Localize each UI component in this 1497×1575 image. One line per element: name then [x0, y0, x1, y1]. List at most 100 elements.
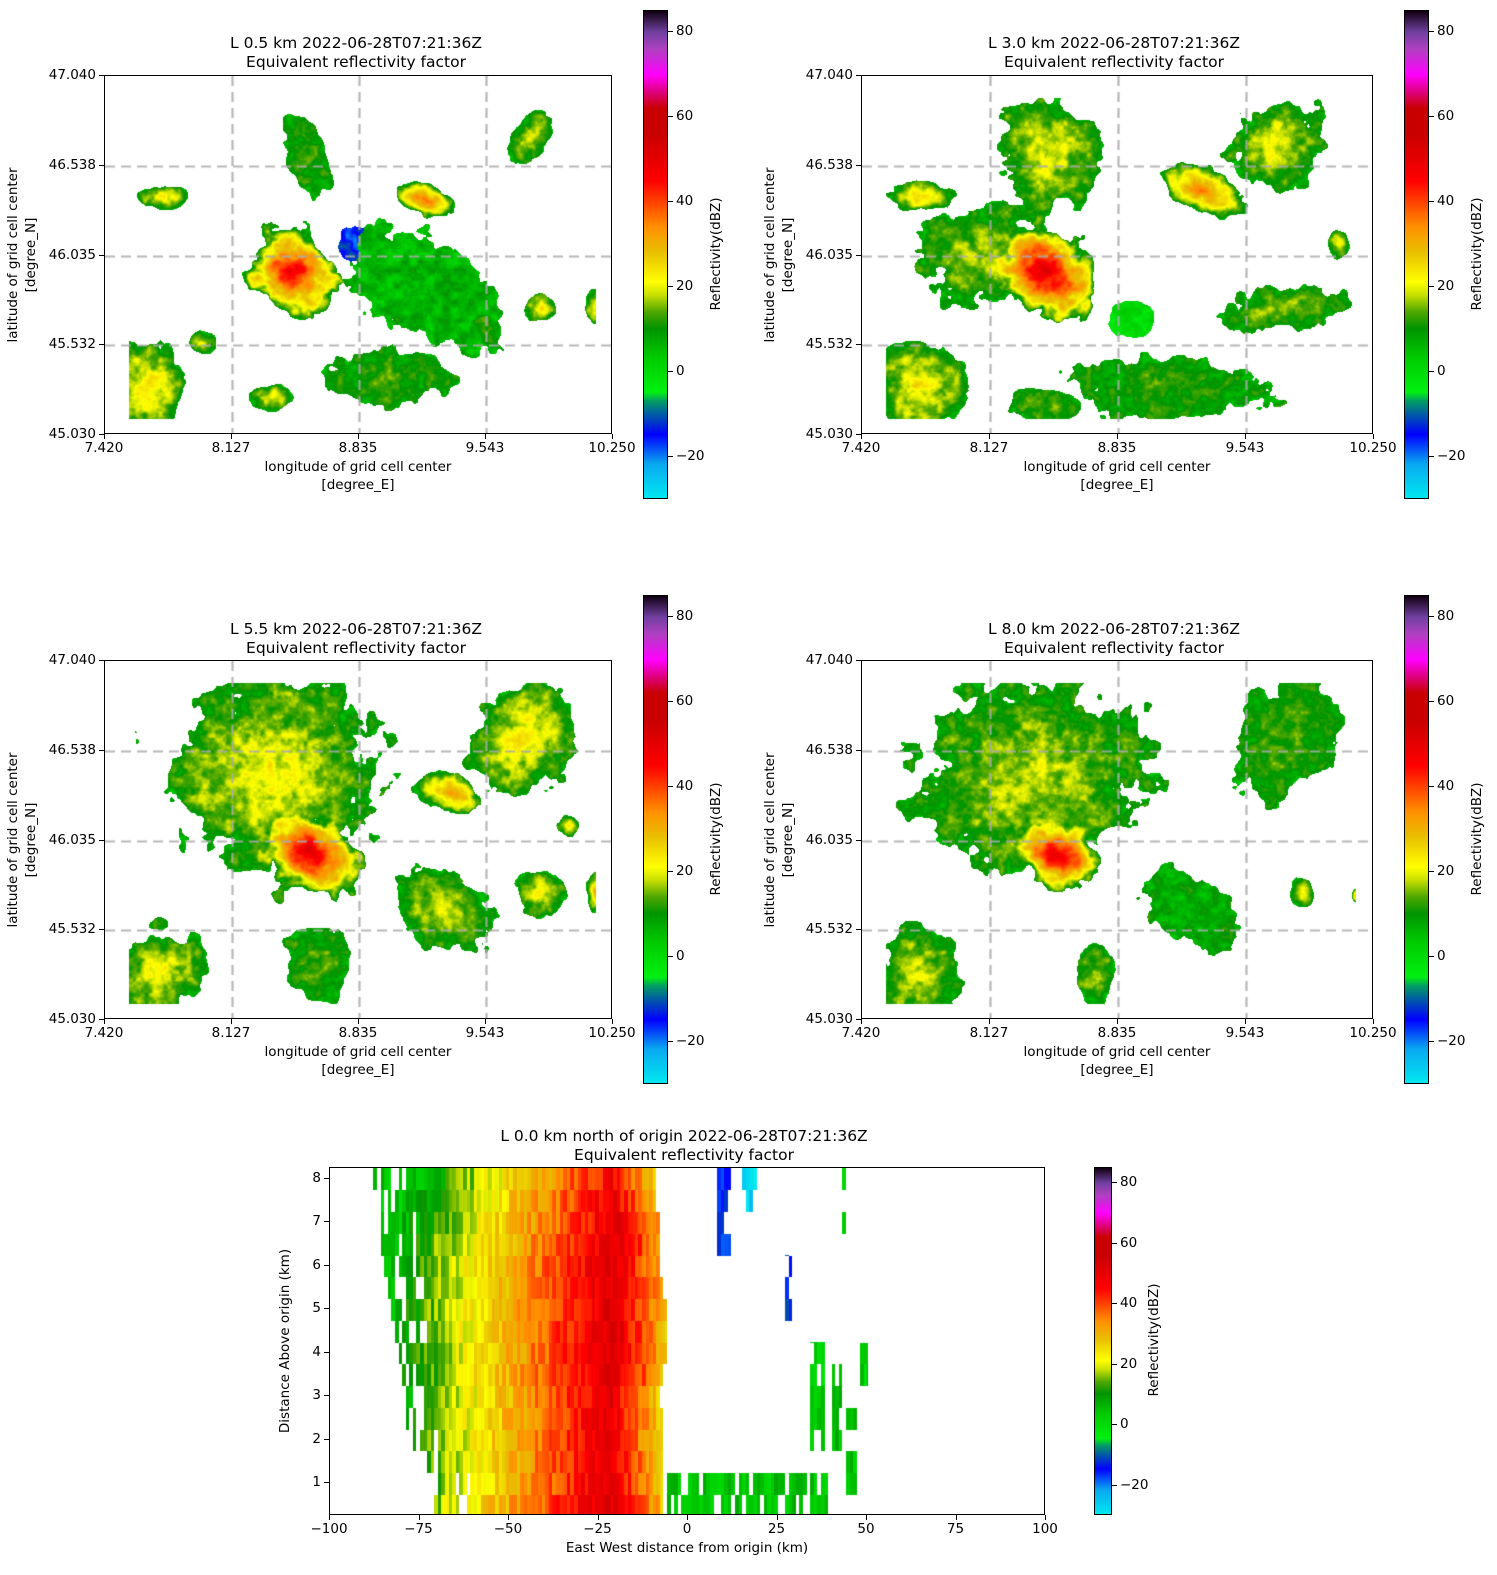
- colorbar-tick-mark: [668, 871, 673, 873]
- plot-area[interactable]: [861, 660, 1373, 1019]
- colorbar-tick-mark: [668, 956, 673, 958]
- plot-area[interactable]: [329, 1167, 1045, 1515]
- x-tick-label: 10.250: [1349, 440, 1397, 456]
- x-tick-label: 100: [1032, 1521, 1058, 1537]
- x-tick-label: 10.250: [1349, 1025, 1397, 1041]
- x-tick-label: 25: [767, 1521, 786, 1537]
- y-tick-label: 46.538: [48, 156, 96, 173]
- colorbar-tick-mark: [1112, 1182, 1117, 1184]
- colorbar-tick-label: 80: [1437, 23, 1455, 40]
- colorbar-tick-label: 80: [1120, 1174, 1138, 1191]
- title-line-1: L 3.0 km 2022-06-28T07:21:36Z: [988, 34, 1240, 52]
- x-axis-label: longitude of grid cell center [degree_E]: [264, 1044, 452, 1078]
- y-tick-label: 46.538: [805, 156, 853, 173]
- x-tick-mark: [508, 1515, 509, 1520]
- plot-area[interactable]: [861, 75, 1373, 434]
- colorbar-tick-mark: [1429, 956, 1434, 958]
- colorbar: [643, 595, 668, 1084]
- colorbar-tick-label: 0: [1437, 363, 1446, 380]
- x-tick-mark: [1045, 1515, 1046, 1520]
- x-tick-label: −25: [583, 1521, 612, 1537]
- colorbar-label: Reflectivity(dBZ): [1146, 1283, 1162, 1397]
- plot-area[interactable]: [104, 660, 612, 1019]
- colorbar-tick-label: 60: [676, 693, 694, 710]
- x-tick-label: 8.835: [338, 440, 378, 456]
- x-tick-mark: [861, 1019, 862, 1024]
- colorbar-tick-label: 60: [1437, 108, 1455, 125]
- y-tick-mark: [99, 749, 104, 751]
- y-tick-mark: [99, 164, 104, 166]
- x-tick-label: 8.127: [969, 1025, 1009, 1041]
- x-tick-label: 8.835: [1097, 440, 1137, 456]
- y-tick-mark: [856, 749, 861, 751]
- colorbar-tick-mark: [1429, 456, 1434, 458]
- y-tick-mark: [856, 929, 861, 931]
- x-tick-mark: [1245, 434, 1246, 439]
- colorbar-tick-label: 20: [1437, 278, 1455, 295]
- y-tick-mark: [99, 434, 104, 435]
- x-tick-mark: [358, 1019, 359, 1024]
- colorbar-tick-mark: [668, 116, 673, 118]
- y-tick-mark: [99, 660, 104, 661]
- x-tick-mark: [358, 434, 359, 439]
- y-tick-label: 45.030: [805, 1011, 853, 1027]
- x-tick-label: 75: [946, 1521, 965, 1537]
- colorbar-tick-label: 0: [676, 363, 685, 380]
- y-tick-mark: [856, 344, 861, 346]
- y-tick-label: 47.040: [48, 652, 96, 668]
- y-tick-label: 46.538: [48, 741, 96, 758]
- y-tick-mark: [99, 75, 104, 76]
- colorbar-tick-mark: [1112, 1303, 1117, 1305]
- y-axis-label: latitude of grid cell center [degree_N]: [5, 166, 39, 343]
- x-tick-mark: [1117, 1019, 1118, 1024]
- colorbar: [1404, 595, 1429, 1084]
- y-tick-mark: [99, 839, 104, 841]
- colorbar-tick-mark: [668, 201, 673, 203]
- y-tick-label: 45.030: [48, 1011, 96, 1027]
- x-tick-mark: [329, 1515, 330, 1520]
- x-tick-mark: [861, 434, 862, 439]
- y-tick-mark: [856, 75, 861, 76]
- colorbar-tick-label: 60: [1437, 693, 1455, 710]
- y-tick-mark: [324, 1177, 329, 1179]
- x-tick-mark: [231, 1019, 232, 1024]
- colorbar-tick-mark: [668, 616, 673, 618]
- y-tick-mark: [99, 1019, 104, 1020]
- y-tick-mark: [856, 839, 861, 841]
- x-tick-mark: [1245, 1019, 1246, 1024]
- x-tick-label: −100: [310, 1521, 348, 1537]
- panel-title: L 0.5 km 2022-06-28T07:21:36Z Equivalent…: [230, 34, 482, 72]
- x-tick-label: 7.420: [841, 440, 881, 456]
- y-axis-label: latitude of grid cell center [degree_N]: [5, 751, 39, 928]
- y-tick-label: 45.532: [48, 336, 96, 353]
- colorbar-tick-label: 60: [1120, 1234, 1138, 1251]
- title-line-2: Equivalent reflectivity factor: [246, 639, 466, 657]
- colorbar-tick-label: 20: [676, 278, 694, 295]
- x-axis-label: longitude of grid cell center [degree_E]: [264, 459, 452, 493]
- colorbar-tick-label: 40: [676, 778, 694, 795]
- x-tick-mark: [989, 434, 990, 439]
- y-tick-mark: [856, 1019, 861, 1020]
- y-tick-label: 45.532: [48, 921, 96, 938]
- colorbar-tick-label: 40: [676, 193, 694, 210]
- panel-title: L 3.0 km 2022-06-28T07:21:36Z Equivalent…: [988, 34, 1240, 72]
- y-tick-mark: [324, 1482, 329, 1484]
- colorbar-tick-mark: [1429, 116, 1434, 118]
- colorbar-tick-mark: [1112, 1424, 1117, 1426]
- x-axis-label: East West distance from origin (km): [565, 1540, 809, 1556]
- reflectivity-image: [862, 76, 1372, 433]
- x-tick-label: 8.127: [211, 440, 251, 456]
- colorbar-tick-label: 20: [1120, 1355, 1138, 1372]
- x-tick-label: 10.250: [588, 1025, 636, 1041]
- colorbar-tick-mark: [1429, 31, 1434, 33]
- y-tick-mark: [324, 1438, 329, 1440]
- x-tick-mark: [597, 1515, 599, 1520]
- y-tick-label: 8: [312, 1169, 321, 1186]
- x-axis-label: longitude of grid cell center [degree_E]: [1023, 459, 1211, 493]
- y-tick-label: 5: [312, 1300, 321, 1317]
- x-tick-mark: [104, 1019, 105, 1024]
- colorbar-tick-mark: [668, 701, 673, 703]
- reflectivity-image: [105, 76, 611, 433]
- colorbar-label: Reflectivity(dBZ): [708, 782, 724, 895]
- plot-area[interactable]: [104, 75, 612, 434]
